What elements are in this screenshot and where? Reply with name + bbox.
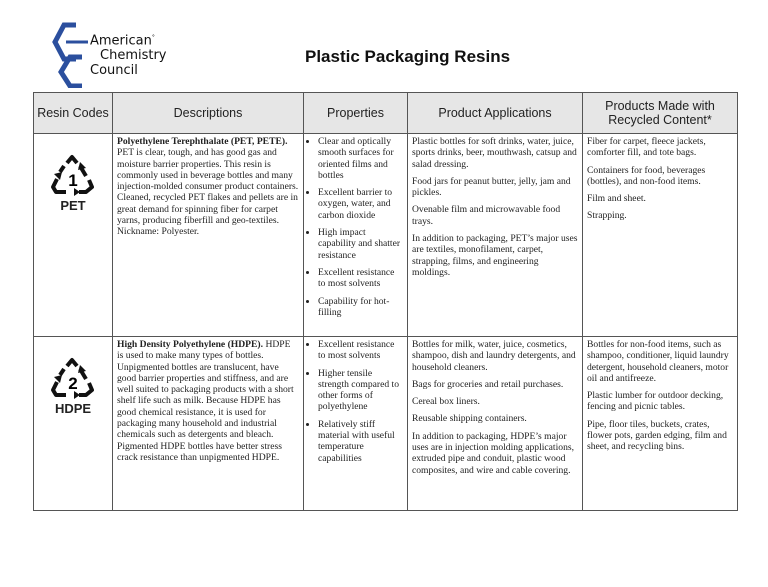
- recycle-triangle-icon: 2: [51, 358, 94, 399]
- property-item: Capability for hot-filling: [318, 296, 403, 319]
- resin-code-label: HDPE: [54, 401, 92, 417]
- american-chemistry-council-logo: American° Chemistry Council: [52, 22, 192, 88]
- table-header-row: Resin Codes Descriptions Properties Prod…: [33, 92, 738, 134]
- table-row: 2 HDPE High Density Polyethylene (HDPE).…: [33, 336, 738, 511]
- page-title: Plastic Packaging Resins: [305, 47, 511, 66]
- application-item: Food jars for peanut butter, jelly, jam …: [412, 175, 571, 199]
- description-text: HDPE is used to make many types of bottl…: [117, 339, 294, 463]
- resin-code-number: 2: [68, 374, 77, 393]
- properties-cell: Clear and optically smooth surfaces for …: [303, 133, 408, 337]
- property-item: Higher tensile strength compared to othe…: [318, 368, 403, 413]
- recycled-item: Film and sheet.: [587, 193, 646, 205]
- resin-table: Resin Codes Descriptions Properties Prod…: [33, 92, 738, 511]
- resin-code-cell: 2 HDPE: [33, 336, 113, 511]
- application-item: Plastic bottles for soft drinks, water, …: [412, 136, 577, 170]
- recycled-item: Pipe, floor tiles, buckets, crates, flow…: [587, 418, 727, 453]
- recycled-item: Strapping.: [587, 210, 627, 222]
- properties-cell: Excellent resistance to most solvents Hig…: [303, 336, 408, 511]
- application-item: In addition to packaging, HDPE’s major u…: [412, 430, 574, 476]
- application-item: Cereal box liners.: [412, 396, 480, 408]
- description-title: High Density Polyethylene (HDPE).: [117, 339, 264, 350]
- description-cell: High Density Polyethylene (HDPE). HDPE i…: [112, 336, 304, 511]
- property-item: Clear and optically smooth surfaces for …: [318, 136, 403, 181]
- application-item: Ovenable film and microwavable food tray…: [412, 204, 561, 227]
- header-properties: Properties: [303, 92, 408, 134]
- header-product-applications: Product Applications: [407, 92, 583, 134]
- property-item: Excellent resistance to most solvents: [318, 339, 403, 362]
- description-cell: Polyethylene Terephthalate (PET, PETE). …: [112, 133, 304, 337]
- application-item: Bags for groceries and retail purchases.: [412, 378, 564, 390]
- application-item: In addition to packaging, PET’s major us…: [412, 233, 578, 278]
- header-descriptions: Descriptions: [112, 92, 304, 134]
- applications-cell: Bottles for milk, water, juice, cosmetic…: [407, 336, 583, 511]
- application-item: Bottles for milk, water, juice, cosmetic…: [412, 339, 576, 373]
- recycled-content-cell: Bottles for non-food items, such as sham…: [582, 336, 738, 511]
- application-item: Reusable shipping containers.: [412, 413, 527, 425]
- property-item: High impact capability and shatter resis…: [318, 227, 403, 261]
- header-resin-codes: Resin Codes: [33, 92, 113, 134]
- property-item: Excellent resistance to most solvents: [318, 267, 403, 290]
- recycle-triangle-icon: 1: [51, 155, 94, 196]
- recycled-content-cell: Fiber for carpet, fleece jackets, comfor…: [582, 133, 738, 337]
- description-title: Polyethylene Terephthalate (PET, PETE).: [117, 136, 288, 147]
- property-item: Relatively stiff material with useful te…: [318, 419, 403, 464]
- recycled-item: Containers for food, beverages (bottles)…: [587, 164, 706, 187]
- logo-line-3: Council: [90, 63, 138, 79]
- resin-code-cell: 1 PET: [33, 133, 113, 337]
- property-item: Excellent barrier to oxygen, water, and …: [318, 187, 403, 221]
- hexagon-logo-icon: [52, 22, 88, 88]
- header-recycled-content: Products Made with Recycled Content*: [582, 92, 738, 134]
- resin-code-label: PET: [60, 198, 86, 214]
- recycled-item: Plastic lumber for outdoor decking, fenc…: [587, 390, 724, 413]
- recycled-item: Fiber for carpet, fleece jackets, comfor…: [587, 136, 706, 159]
- logo-line-1: American°: [90, 33, 155, 49]
- logo-line-2: Chemistry: [100, 48, 167, 64]
- resin-code-number: 1: [68, 171, 77, 190]
- recycled-item: Bottles for non-food items, such as sham…: [587, 339, 729, 384]
- description-text: PET is clear, tough, and has good gas an…: [117, 147, 299, 238]
- table-row: 1 PET Polyethylene Terephthalate (PET, P…: [33, 133, 738, 337]
- applications-cell: Plastic bottles for soft drinks, water, …: [407, 133, 583, 337]
